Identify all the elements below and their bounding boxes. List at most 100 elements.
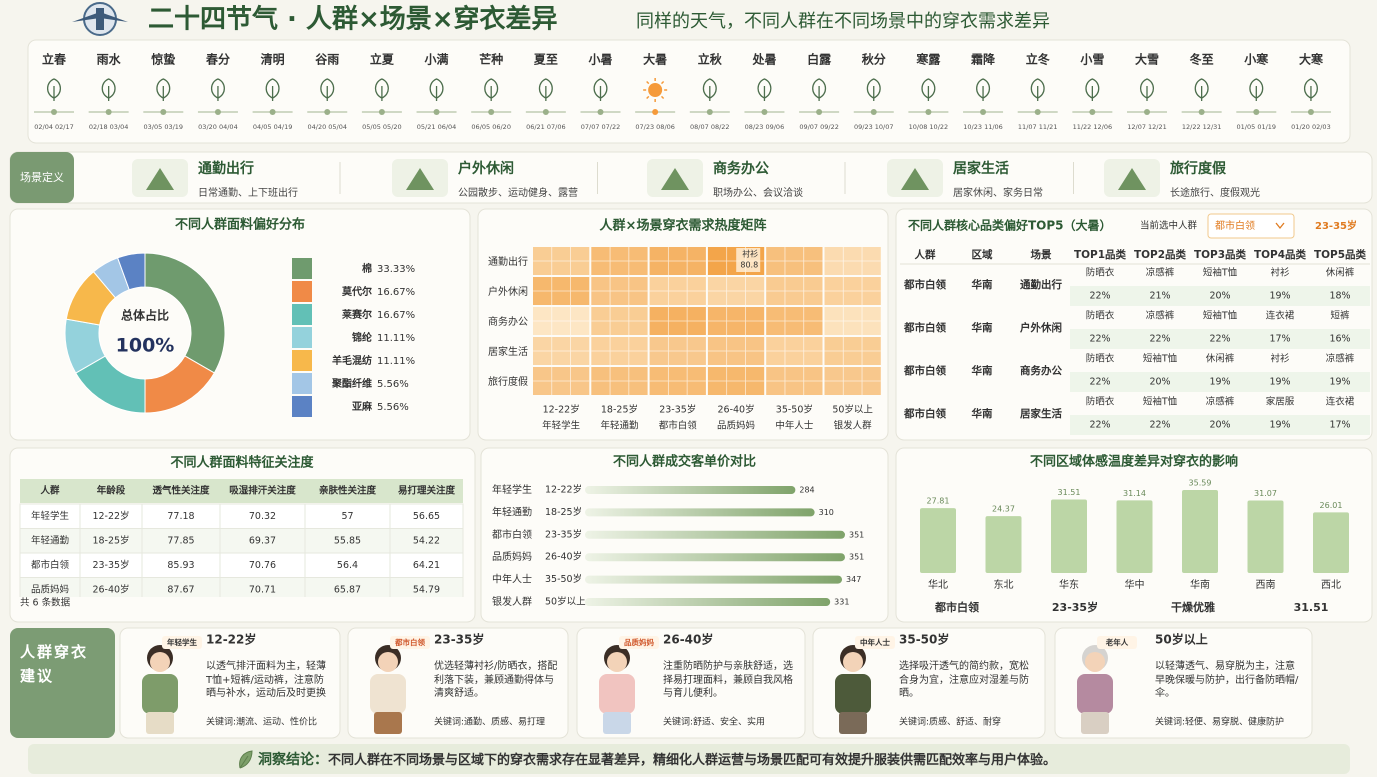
bar-subcategory: 50岁以上: [545, 596, 586, 608]
table-header: TOP2品类: [1134, 248, 1187, 261]
term-icon: [265, 78, 280, 101]
card-tag: 年轻学生: [167, 637, 197, 647]
cell-share: 16%: [1329, 334, 1350, 345]
bar-subcategory: 18-25岁: [545, 506, 582, 518]
legend-value: 11.11%: [377, 333, 415, 344]
card-text-box: 注重防晒防护与亲肤舒适，选择易打理面料，兼顾自我风格与育儿便利。: [663, 661, 793, 699]
conclusion-body: 不同人群在不同场景与区域下的穿衣需求存在显著差异，精细化人群运营与场景匹配可有效…: [328, 752, 1056, 768]
page-subtitle: 同样的天气，不同人群在不同场景中的穿衣需求差异: [636, 11, 1050, 32]
tag-bg: [619, 636, 659, 649]
card-keywords: 关键词:舒适、安全、实用: [663, 716, 765, 728]
bar-value-label: 331: [834, 598, 849, 607]
card-keywords: 关键词:轻便、易穿脱、健康防护: [1155, 716, 1284, 728]
card-text: 注重防晒防护与亲肤舒适，选择易打理面料，兼顾自我风格与育儿便利。: [663, 661, 793, 699]
term-slider-dot: [870, 109, 877, 115]
card-tag: 中年人士: [860, 637, 890, 647]
bar-value-label: 310: [819, 508, 834, 517]
table-cell: 64.21: [413, 560, 440, 571]
term-name: 小满: [425, 52, 449, 67]
person-body: [370, 674, 406, 714]
column-label: 35-50岁: [776, 404, 813, 416]
bar: [585, 553, 845, 562]
cell-group: 都市白领: [903, 364, 946, 377]
table-cell: 54.79: [413, 585, 440, 596]
top5-panel: [895, 208, 1373, 441]
bar-category: 都市白领: [492, 528, 532, 541]
term-name: 霜降: [970, 52, 996, 67]
term-icon: [593, 78, 608, 101]
term-slider-dot: [1253, 109, 1260, 115]
table-header: 易打理关注度: [398, 485, 456, 497]
column-label: 26-40岁: [717, 404, 754, 416]
term-icon: [1139, 78, 1155, 101]
term-dates: 05/05 05/20: [362, 123, 402, 131]
donut-slice: [116, 252, 146, 291]
term-slider-dot: [761, 109, 768, 115]
cell-item: 防晒衣: [1086, 353, 1115, 365]
summary-item: 都市白领: [934, 600, 979, 614]
cell-item: 凉感裤: [1146, 310, 1175, 322]
person-head: [150, 652, 170, 672]
term-slider-dot: [980, 109, 987, 115]
term-dates: 03/05 03/19: [144, 123, 184, 131]
logo: [72, 2, 128, 36]
selector-label: 当前选中人群: [1140, 220, 1198, 232]
cell-item: 短袖T恤: [1203, 267, 1238, 279]
bar-value-label: 24.37: [992, 505, 1015, 514]
card-text: 选择吸汗透气的简约款，宽松合身为宜，注意应对湿差与防晒。: [899, 661, 1029, 699]
suggestions: 人群穿衣建议 年轻学生 12-22岁以透气排汗面料为主，轻薄T恤+短裤/运动裤，注意…: [10, 627, 1313, 739]
bar-value-label: 284: [799, 486, 814, 495]
suggestions-label-bg: [10, 628, 115, 738]
term-icon: [210, 78, 225, 101]
scene-desc: 居家休闲、家务日常: [953, 186, 1043, 199]
solar-terms: 立春 02/04 02/17 雨水 02/18 03/04 惊蛰 03/05 03/19 春…: [27, 39, 1351, 144]
cell-group: 都市白领: [903, 321, 946, 334]
term-icon: [757, 78, 772, 101]
cell-item: 衬衫: [1270, 353, 1290, 365]
table-cell: 77.18: [167, 511, 194, 522]
term-dates: 02/04 02/17: [34, 123, 74, 131]
column-label: 50岁以上: [832, 404, 873, 416]
heat-cell-grid: [533, 247, 590, 275]
cell-share: 20%: [1209, 420, 1230, 431]
heat-cell-grid: [591, 307, 648, 335]
cell-item: 短袖T恤: [1143, 396, 1178, 408]
cell-item: 衬衫: [1270, 267, 1290, 279]
cell-share: 22%: [1149, 334, 1170, 345]
table-title: 不同人群核心品类偏好TOP5（大暑）: [908, 218, 1112, 233]
table-cell: 70.76: [249, 560, 276, 571]
person-legs: [839, 712, 867, 734]
bar: [585, 530, 845, 539]
term-name: 寒露: [915, 52, 941, 67]
legend-swatch: [292, 373, 312, 394]
dropdown[interactable]: [1207, 213, 1295, 239]
term-dates: 05/21 06/04: [417, 123, 457, 131]
term-icon: [1194, 78, 1209, 101]
term-icon: [484, 78, 499, 101]
term-icon: [1085, 78, 1100, 101]
legend-swatch: [292, 327, 312, 348]
term-icon: [648, 83, 663, 97]
term-icon: [976, 78, 991, 101]
cell-item: 短裤: [1330, 310, 1350, 322]
legend-label: 棉: [362, 262, 372, 275]
table-cell: 55.85: [334, 536, 361, 547]
suggestion-card: [576, 627, 806, 739]
scene-icon-shape: [661, 168, 689, 190]
card-age: 26-40岁: [663, 632, 713, 647]
conclusion-label: 洞察结论：: [258, 751, 328, 768]
term-icon: [429, 78, 444, 101]
x-tick-label: 华北: [928, 578, 948, 591]
term-slider-dot: [1089, 109, 1096, 115]
term-name: 清明: [261, 52, 285, 67]
legend-value: 16.67%: [377, 287, 415, 298]
column-label: 12-22岁: [543, 404, 580, 416]
bar: [920, 508, 956, 573]
table-body: 年轻学生 12-22岁 77.18 70.32 57 56.65 年轻通勤 18-25岁 77.…: [19, 503, 464, 597]
solar-terms-panel: [27, 39, 1351, 144]
cell-item: 家居服: [1266, 396, 1295, 408]
term-icon-ray: [660, 95, 665, 100]
